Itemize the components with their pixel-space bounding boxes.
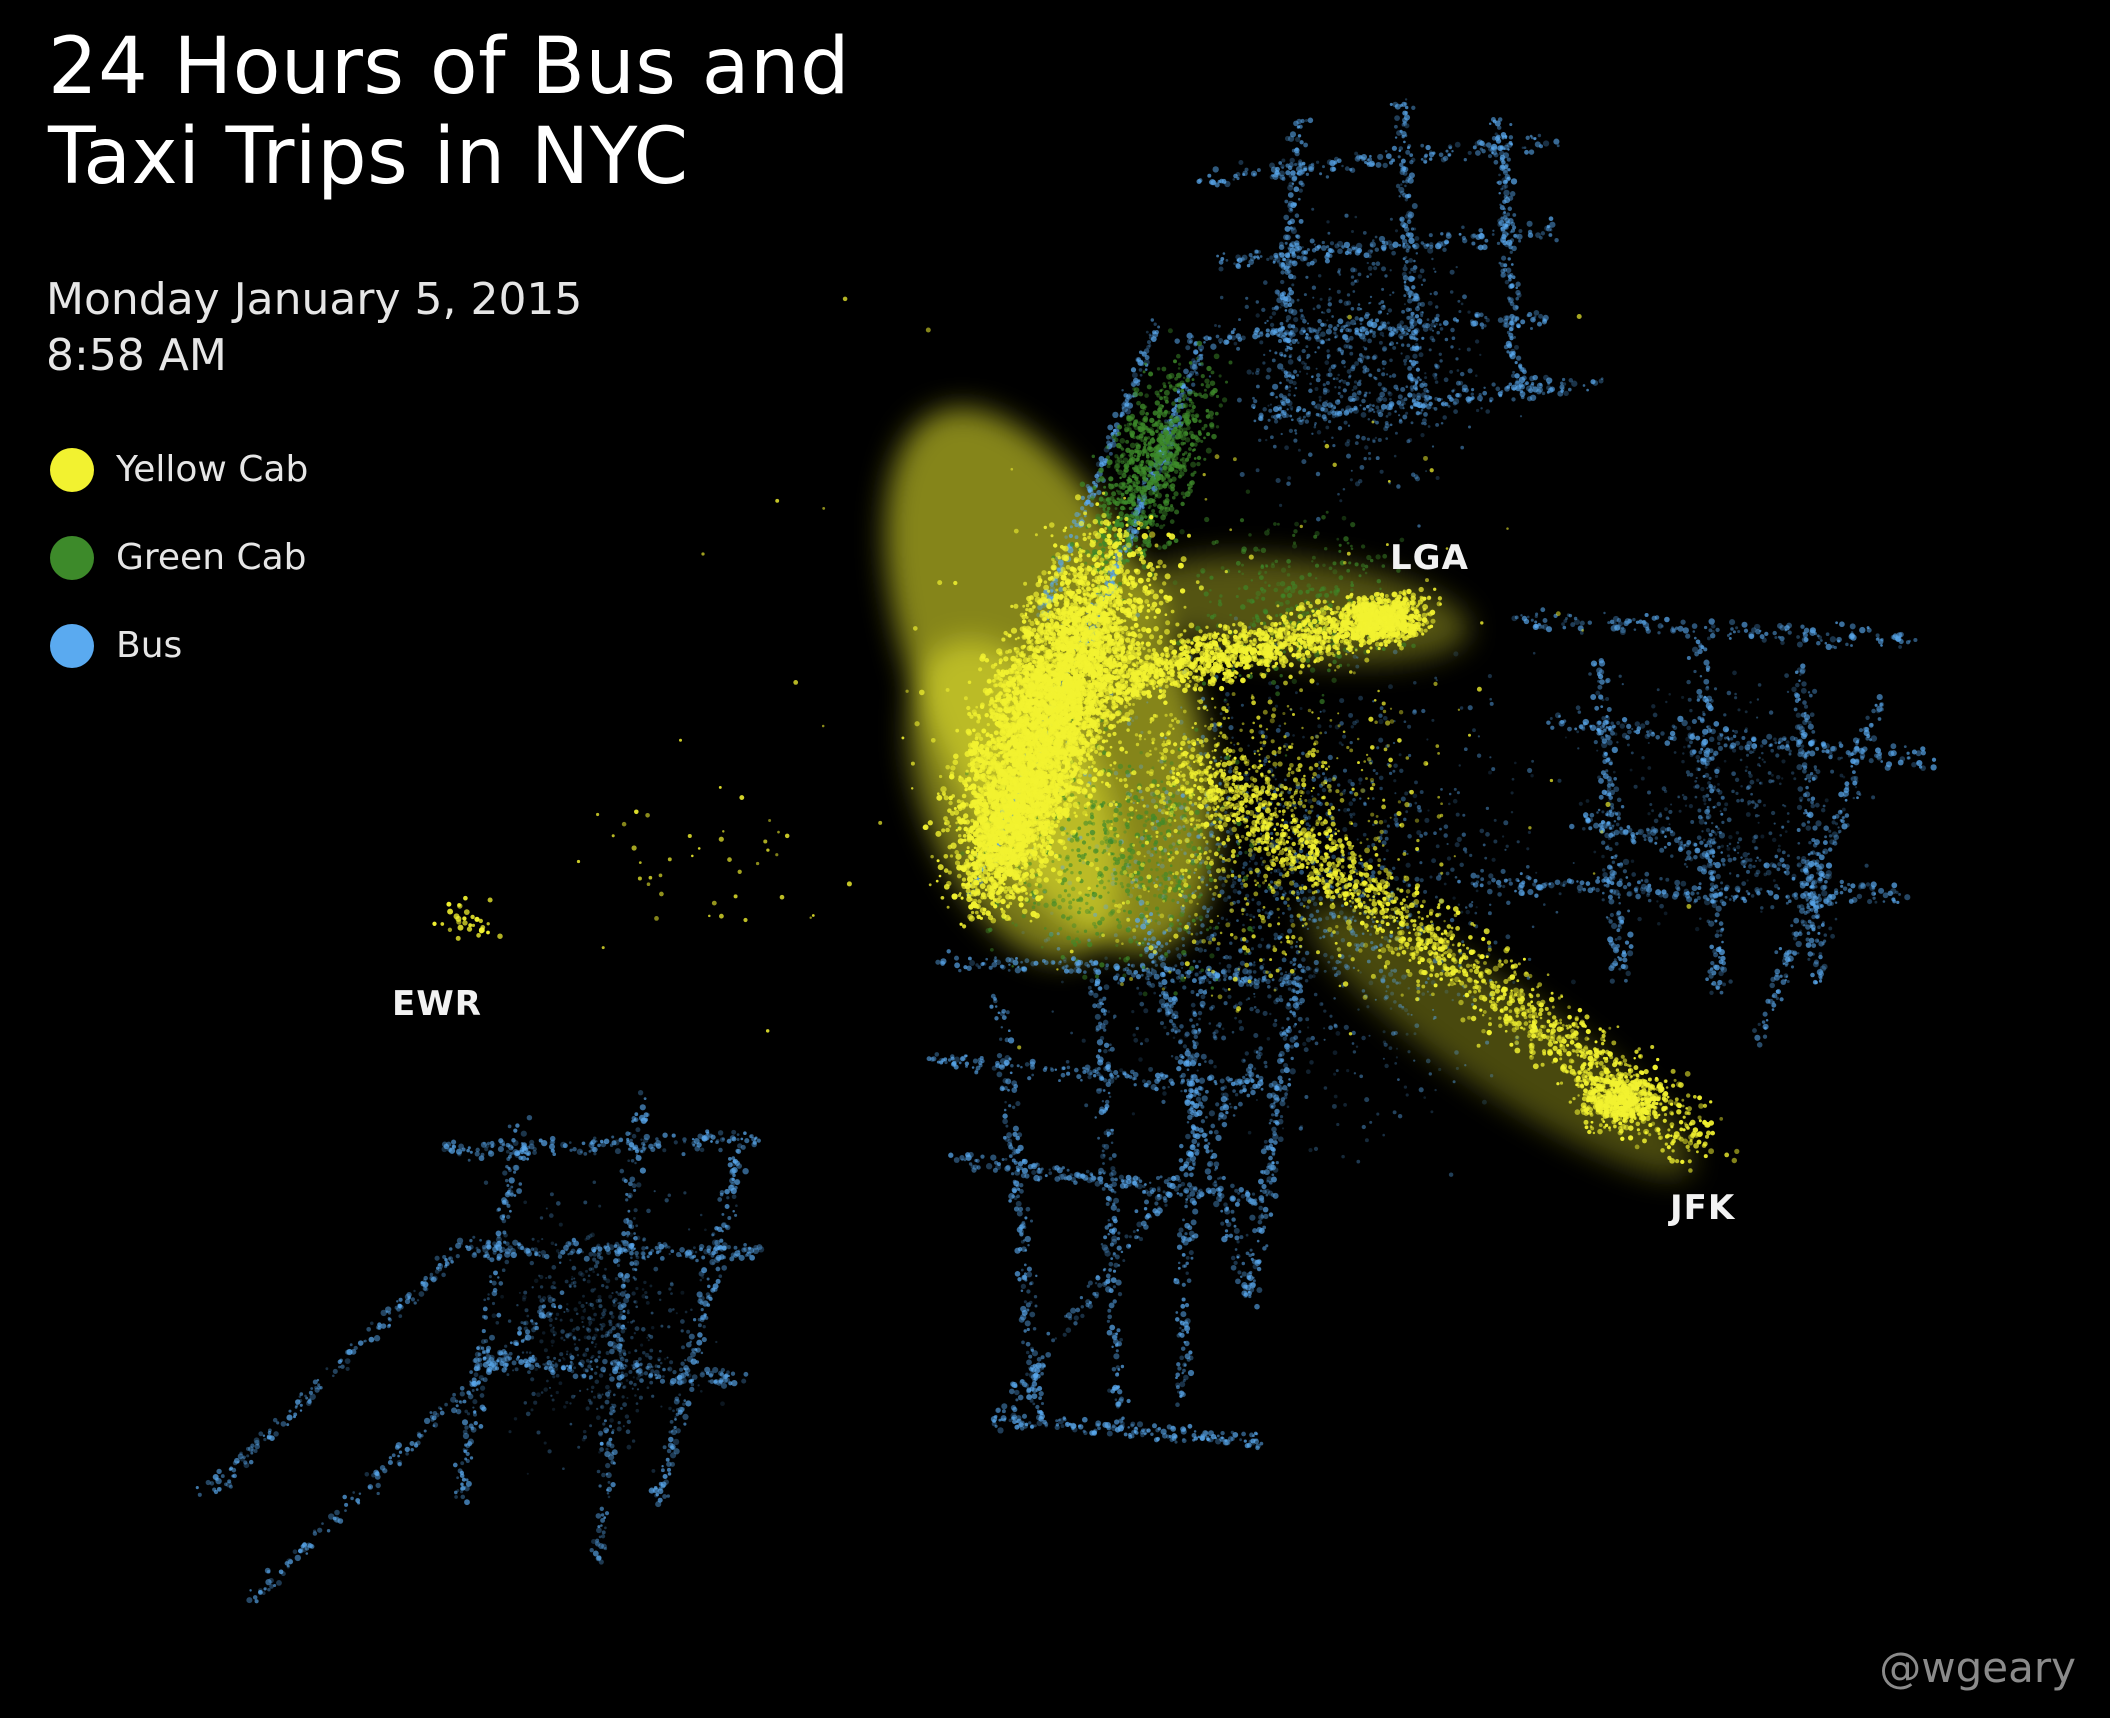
airport-label-lga: LGA <box>1390 538 1469 578</box>
page-title: 24 Hours of Bus and Taxi Trips in NYC <box>48 22 850 202</box>
airport-label-ewr: EWR <box>392 984 482 1024</box>
yellow-cab-dot-icon <box>50 448 94 492</box>
yellow-cab-points-layer <box>432 296 1740 1173</box>
credit-handle: @wgeary <box>1879 1643 2076 1692</box>
datetime-readout: Monday January 5, 2015 8:58 AM <box>46 272 582 384</box>
bus-points-layer <box>195 98 1937 1604</box>
title-line-1: 24 Hours of Bus and <box>48 22 850 112</box>
bus-dot-icon <box>50 624 94 668</box>
legend-label: Yellow Cab <box>116 450 308 490</box>
airport-label-jfk: JFK <box>1670 1188 1735 1228</box>
time-label: 8:58 AM <box>46 328 582 384</box>
legend-label: Green Cab <box>116 538 307 578</box>
title-line-2: Taxi Trips in NYC <box>48 112 850 202</box>
green-cab-points-layer <box>956 328 1423 997</box>
legend-label: Bus <box>116 626 182 666</box>
date-label: Monday January 5, 2015 <box>46 272 582 328</box>
green-cab-dot-icon <box>50 536 94 580</box>
